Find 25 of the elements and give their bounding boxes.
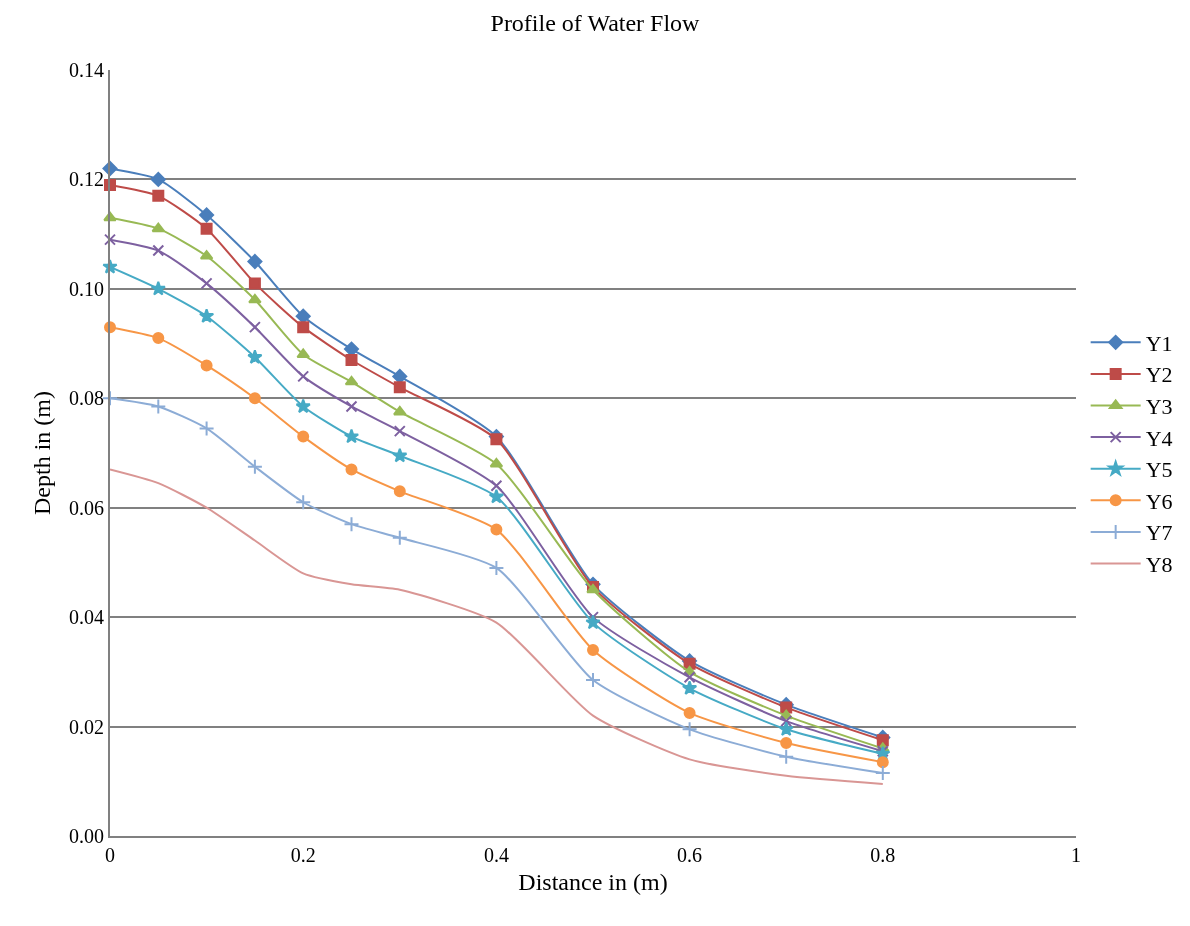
- x-tick-label: 0.2: [290, 844, 316, 866]
- x-tick-label: 0.8: [870, 844, 896, 866]
- legend-label: Y1: [1145, 330, 1173, 356]
- x-tick-label: 1: [1071, 844, 1081, 866]
- chart-title: Profile of Water Flow: [490, 9, 701, 36]
- legend-label: Y2: [1145, 362, 1173, 388]
- y-tick-label: 0.08: [69, 387, 104, 410]
- x-tick-label: 0: [105, 844, 115, 866]
- y-tick-label: 0.12: [69, 168, 104, 191]
- legend-label: Y5: [1145, 457, 1173, 483]
- x-axis-title: Distance in (m): [518, 868, 668, 895]
- legend-label: Y4: [1145, 425, 1173, 451]
- y-tick-label: 0.06: [69, 496, 104, 519]
- legend-label: Y6: [1145, 488, 1173, 514]
- legend-label: Y3: [1145, 394, 1173, 420]
- y-tick-label: 0.04: [69, 606, 104, 629]
- x-tick-label: 0.6: [677, 844, 703, 866]
- x-tick-label: 0.4: [483, 844, 509, 866]
- y-tick-label: 0.10: [69, 277, 104, 300]
- y-tick-label: 0.14: [69, 59, 104, 81]
- y-tick-label: 0.02: [69, 715, 104, 738]
- legend-label: Y8: [1145, 552, 1173, 578]
- legend-label: Y7: [1145, 520, 1173, 546]
- y-tick-label: 0.00: [69, 825, 104, 847]
- y-axis-title: Depth in (m): [28, 391, 55, 515]
